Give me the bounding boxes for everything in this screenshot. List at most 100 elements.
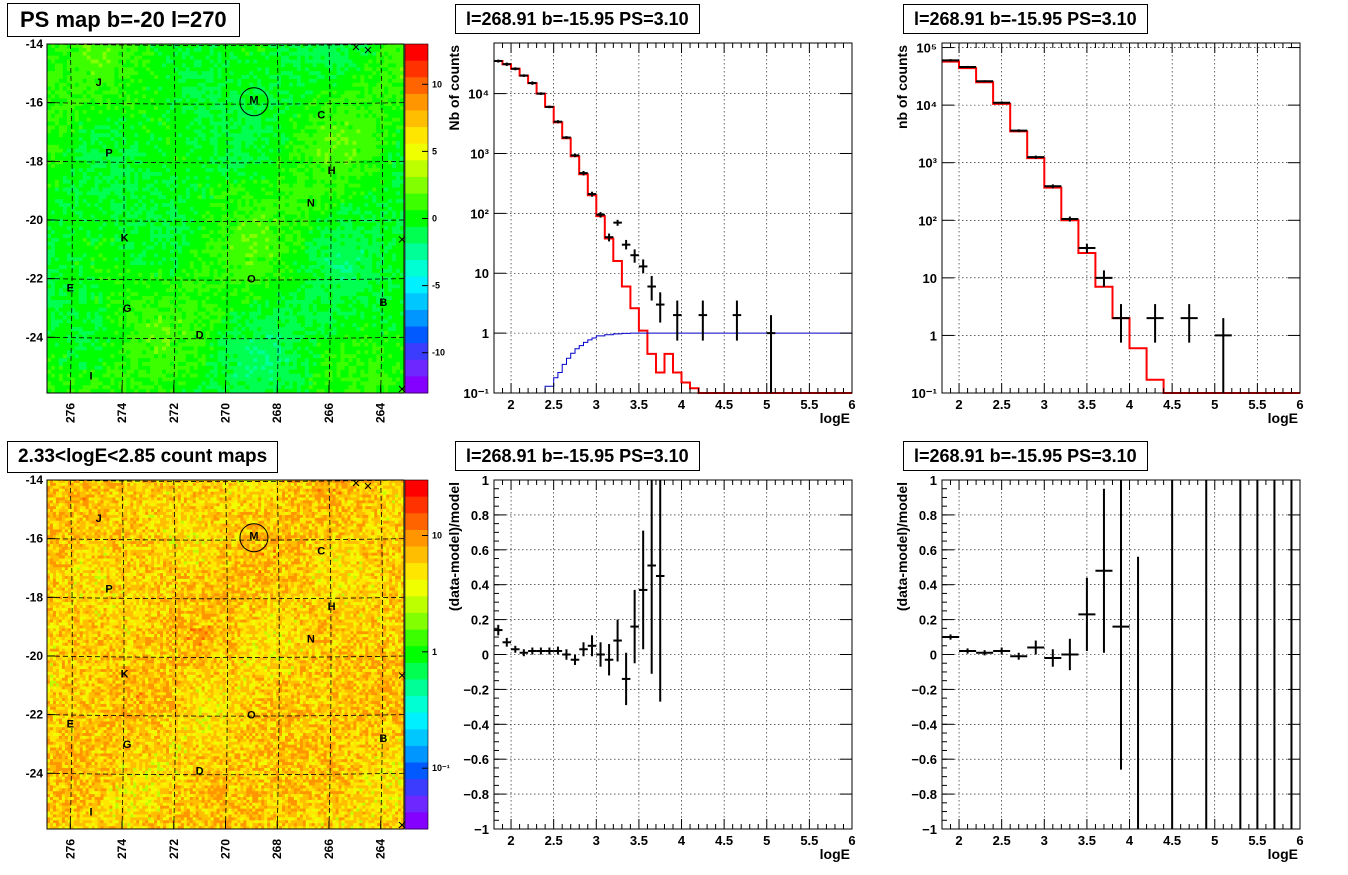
- map-pixel: [257, 238, 261, 242]
- map-pixel: [51, 304, 55, 308]
- map-pixel: [229, 137, 233, 141]
- map-pixel: [126, 184, 130, 188]
- map-pixel: [182, 312, 186, 316]
- map-pixel: [99, 350, 103, 354]
- map-pixel: [95, 60, 99, 64]
- map-pixel: [150, 304, 154, 308]
- map-pixel: [249, 234, 253, 238]
- map-pixel: [138, 257, 142, 261]
- map-pixel: [75, 257, 79, 261]
- map-pixel: [182, 292, 186, 296]
- map-pixel: [59, 191, 63, 195]
- map-pixel: [67, 180, 71, 184]
- map-pixel: [47, 156, 51, 160]
- map-pixel: [110, 52, 114, 56]
- map-pixel: [210, 381, 214, 385]
- map-pixel: [114, 339, 118, 343]
- map-pixel: [150, 234, 154, 238]
- map-pixel: [79, 304, 83, 308]
- map-pixel: [99, 327, 103, 331]
- map-pixel: [83, 215, 87, 219]
- map-pixel: [249, 350, 253, 354]
- map-pixel: [158, 94, 162, 98]
- map-pixel: [198, 180, 202, 184]
- map-pixel: [241, 238, 245, 242]
- map-pixel: [158, 187, 162, 191]
- map-pixel: [178, 350, 182, 354]
- map-pixel: [194, 176, 198, 180]
- map-pixel: [261, 246, 265, 250]
- map-pixel: [83, 319, 87, 323]
- map-pixel: [134, 269, 138, 273]
- map-pixel: [210, 137, 214, 141]
- map-pixel: [194, 114, 198, 118]
- map-pixel: [51, 168, 55, 172]
- map-pixel: [154, 250, 158, 254]
- map-pixel: [99, 273, 103, 277]
- map-pixel: [229, 288, 233, 292]
- map-pixel: [107, 312, 111, 316]
- map-pixel: [142, 230, 146, 234]
- map-pixel: [91, 284, 95, 288]
- map-pixel: [91, 300, 95, 304]
- map-pixel: [150, 114, 154, 118]
- map-pixel: [261, 133, 265, 137]
- map-pixel: [126, 211, 130, 215]
- map-pixel: [190, 261, 194, 265]
- map-pixel: [241, 207, 245, 211]
- map-pixel: [67, 253, 71, 257]
- map-pixel: [87, 125, 91, 129]
- map-pixel: [91, 98, 95, 102]
- map-pixel: [47, 187, 51, 191]
- map-pixel: [249, 354, 253, 358]
- map-pixel: [233, 164, 237, 168]
- map-pixel: [170, 238, 174, 242]
- map-pixel: [253, 133, 257, 137]
- map-pixel: [166, 354, 170, 358]
- map-pixel: [75, 358, 79, 362]
- map-pixel: [218, 304, 222, 308]
- map-pixel: [241, 230, 245, 234]
- map-pixel: [222, 219, 226, 223]
- map-pixel: [158, 273, 162, 277]
- map-pixel: [257, 180, 261, 184]
- map-pixel: [110, 129, 114, 133]
- map-pixel: [237, 203, 241, 207]
- map-pixel: [261, 327, 265, 331]
- map-pixel: [142, 56, 146, 60]
- map-pixel: [202, 168, 206, 172]
- map-pixel: [194, 354, 198, 358]
- map-pixel: [134, 354, 138, 358]
- map-pixel: [174, 172, 178, 176]
- map-pixel: [182, 203, 186, 207]
- map-pixel: [210, 60, 214, 64]
- map-pixel: [218, 219, 222, 223]
- map-pixel: [206, 56, 210, 60]
- map-pixel: [126, 269, 130, 273]
- map-pixel: [75, 374, 79, 378]
- map-pixel: [229, 215, 233, 219]
- map-pixel: [83, 230, 87, 234]
- map-pixel: [118, 362, 122, 366]
- map-pixel: [83, 133, 87, 137]
- map-pixel: [134, 75, 138, 79]
- map-pixel: [166, 226, 170, 230]
- map-pixel: [194, 215, 198, 219]
- map-pixel: [174, 145, 178, 149]
- map-pixel: [71, 230, 75, 234]
- map-pixel: [257, 315, 261, 319]
- map-pixel: [194, 110, 198, 114]
- map-pixel: [63, 149, 67, 153]
- map-pixel: [257, 60, 261, 64]
- map-pixel: [59, 315, 63, 319]
- map-pixel: [138, 79, 142, 83]
- map-pixel: [107, 354, 111, 358]
- map-pixel: [154, 145, 158, 149]
- map-pixel: [261, 164, 265, 168]
- map-pixel: [229, 149, 233, 153]
- map-pixel: [186, 91, 190, 95]
- map-pixel: [114, 176, 118, 180]
- map-pixel: [59, 288, 63, 292]
- map-pixel: [103, 354, 107, 358]
- map-pixel: [186, 191, 190, 195]
